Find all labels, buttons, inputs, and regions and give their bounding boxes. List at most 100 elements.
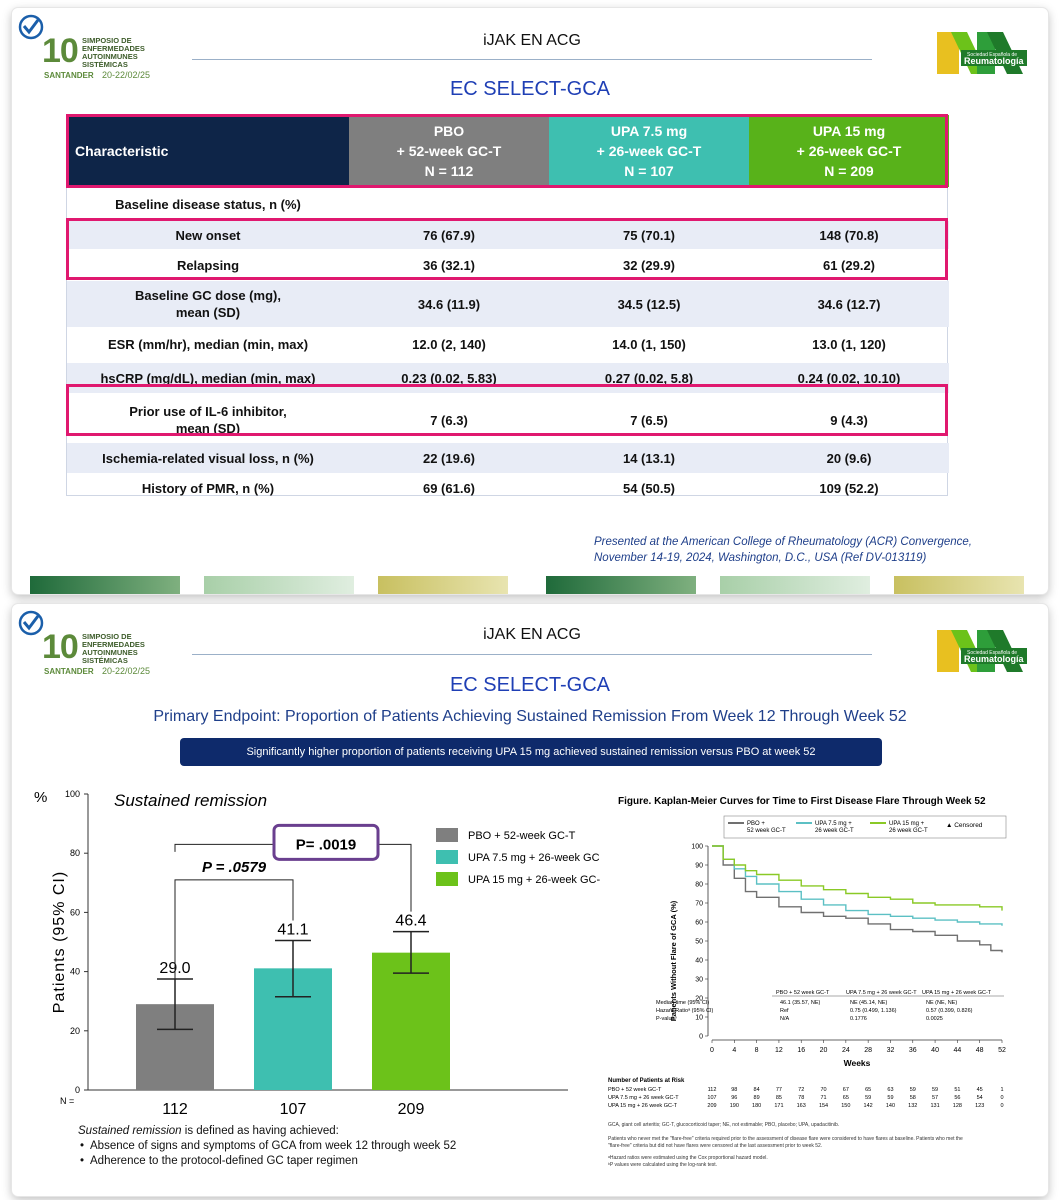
at-risk-value: 98 — [731, 1087, 737, 1093]
at-risk-value: 209 — [707, 1103, 716, 1109]
at-risk-value: 180 — [752, 1103, 761, 1109]
highlight-il6-inhibitor — [66, 384, 948, 436]
key-finding-banner: Significantly higher proportion of patie… — [180, 738, 882, 766]
slide-primary-endpoint: 10 SIMPOSIO DE ENFERMEDADES AUTOINMUNES SIS… — [12, 604, 1048, 1196]
at-risk-value: 67 — [843, 1087, 849, 1093]
decor-bar — [894, 576, 1024, 594]
legend-swatch — [436, 872, 458, 886]
cell-upa-15: 13.0 (1, 120) — [812, 336, 886, 352]
km-y-tick-label: 70 — [695, 901, 703, 908]
at-risk-value: 150 — [841, 1103, 850, 1109]
km-x-tick-label: 12 — [775, 1047, 783, 1054]
congress-number: 10 — [42, 32, 79, 70]
table-row: Baseline GC dose (mg), mean (SD) 34.6 (1… — [67, 281, 949, 327]
km-y-tick-label: 10 — [695, 1015, 703, 1022]
congress-number: 10 — [42, 628, 79, 666]
n-label: 107 — [280, 1101, 307, 1118]
y-tick-label: 80 — [70, 848, 80, 858]
highlight-disease-status — [66, 218, 948, 280]
km-stats-cell: 46.1 (35.57, NE) — [780, 1000, 821, 1006]
km-y-tick-label: 40 — [695, 958, 703, 965]
km-stats-cell: Median time (95% CI) — [656, 1000, 709, 1006]
significance-bracket — [174, 879, 294, 979]
at-risk-value: 89 — [754, 1095, 760, 1101]
at-risk-value: 171 — [774, 1103, 783, 1109]
km-footnote: "flare-free" criteria but did not have f… — [608, 1143, 822, 1149]
km-x-tick-label: 20 — [820, 1047, 828, 1054]
at-risk-value: 59 — [865, 1095, 871, 1101]
at-risk-value: 72 — [798, 1087, 804, 1093]
congress-logo-icon — [18, 14, 44, 40]
y-tick-label: 20 — [70, 1026, 80, 1036]
decor-bar — [30, 576, 180, 594]
table-row: ESR (mm/hr), median (min, max) 12.0 (2, … — [67, 329, 949, 359]
km-legend-label: ▲ Censored — [946, 822, 983, 829]
legend-label: UPA 7.5 mg + 26-week GC-T — [468, 852, 610, 864]
km-legend-label: 26 week GC-T — [815, 828, 854, 834]
table-header: Characteristic PBO + 52-week GC-T N = 11… — [67, 115, 949, 187]
table-row: New onset 76 (67.9) 75 (70.1) 148 (70.8) — [67, 221, 949, 249]
row-label: History of PMR, n (%) — [141, 480, 275, 496]
km-x-tick-label: 24 — [842, 1047, 850, 1054]
decor-bar — [204, 576, 354, 594]
table-row: Ischemia-related visual loss, n (%) 22 (… — [67, 443, 949, 473]
at-risk-label: UPA 7.5 mg + 26 week GC-T — [608, 1095, 679, 1101]
at-risk-value: 85 — [776, 1095, 782, 1101]
table-row: Relapsing 36 (32.1) 32 (29.9) 61 (29.2) — [67, 251, 949, 279]
at-risk-value: 140 — [886, 1103, 895, 1109]
definition-lead: Sustained remission is defined as having… — [78, 1125, 339, 1137]
n-label: 209 — [398, 1101, 425, 1118]
at-risk-value: 1 — [1000, 1087, 1003, 1093]
n-prefix: N = — [60, 1096, 74, 1106]
data-label: 41.1 — [277, 922, 308, 939]
km-y-tick-label: 60 — [695, 920, 703, 927]
slide-title: EC SELECT-GCA — [449, 78, 611, 100]
at-risk-value: 96 — [731, 1095, 737, 1101]
km-stats-cell: NE (45.14, NE) — [850, 1000, 887, 1006]
slide-title: EC SELECT-GCA — [449, 674, 611, 696]
km-legend-label: PBO + — [747, 821, 765, 827]
km-stats-cell: N/A — [780, 1016, 790, 1022]
p-value-box — [272, 823, 380, 861]
slide-baseline-characteristics: 10 SIMPOSIO DE ENFERMEDADES AUTOINMUNES SIS… — [12, 8, 1048, 594]
cell-upa-15: 109 (52.2) — [819, 480, 879, 496]
cell-upa-15: 148 (70.8) — [819, 227, 879, 243]
at-risk-value: 0 — [1000, 1103, 1003, 1109]
km-x-tick-label: 40 — [931, 1047, 939, 1054]
definition-note: Sustained remission is defined as having… — [78, 1124, 478, 1188]
row-label: Prior use of IL-6 inhibitor, mean (SD) — [129, 404, 287, 436]
at-risk-value: 54 — [977, 1095, 983, 1101]
km-y-tick-label: 100 — [691, 844, 703, 851]
km-y-tick-label: 80 — [695, 882, 703, 889]
cell-upa-7-5: 54 (50.5) — [622, 480, 676, 496]
cell-pbo: 12.0 (2, 140) — [412, 336, 486, 352]
row-label: Relapsing — [176, 257, 240, 273]
congress-name: SIMPOSIO DE ENFERMEDADES AUTOINMUNES SISTÉM… — [82, 36, 145, 69]
row-label: Baseline GC dose (mg), mean (SD) — [135, 288, 281, 320]
km-stats-cell: 0.1776 — [850, 1016, 867, 1022]
km-title: Figure. Kaplan-Meier Curves for Time to … — [618, 796, 986, 807]
table-row: Prior use of IL-6 inhibitor, mean (SD) 7… — [67, 399, 949, 441]
column-header-characteristic: Characteristic — [67, 115, 349, 187]
km-x-tick-label: 32 — [887, 1047, 895, 1054]
p-value-label: P= .0019 — [296, 836, 356, 853]
at-risk-value: 59 — [932, 1087, 938, 1093]
km-footnote: GCA, giant cell arteritis; GC-T, glucoco… — [608, 1122, 839, 1128]
cell-upa-7-5: 14 (13.1) — [622, 450, 676, 466]
at-risk-value: 45 — [977, 1087, 983, 1093]
km-x-axis-title: Weeks — [844, 1058, 871, 1068]
y-axis-title: Patients (95% CI) — [51, 871, 68, 1013]
at-risk-label: PBO + 52 week GC-T — [608, 1087, 662, 1093]
n-label: 112 — [162, 1101, 188, 1118]
legend-swatch — [436, 850, 458, 864]
km-x-tick-label: 28 — [864, 1047, 872, 1054]
km-series-line — [712, 845, 1003, 926]
km-x-tick-label: 16 — [797, 1047, 805, 1054]
at-risk-title: Number of Patients at Risk — [608, 1078, 685, 1084]
cell-upa-15: 34.6 (12.7) — [817, 296, 881, 312]
congress-dates: 20-22/02/25 — [102, 666, 151, 676]
km-stats-header: PBO + 52 week GC-T — [776, 990, 830, 996]
km-legend-label: 26 week GC-T — [889, 828, 928, 834]
congress-dates: 20-22/02/25 — [102, 70, 151, 80]
km-stats-cell: 0.57 (0.399, 0.826) — [926, 1008, 973, 1014]
